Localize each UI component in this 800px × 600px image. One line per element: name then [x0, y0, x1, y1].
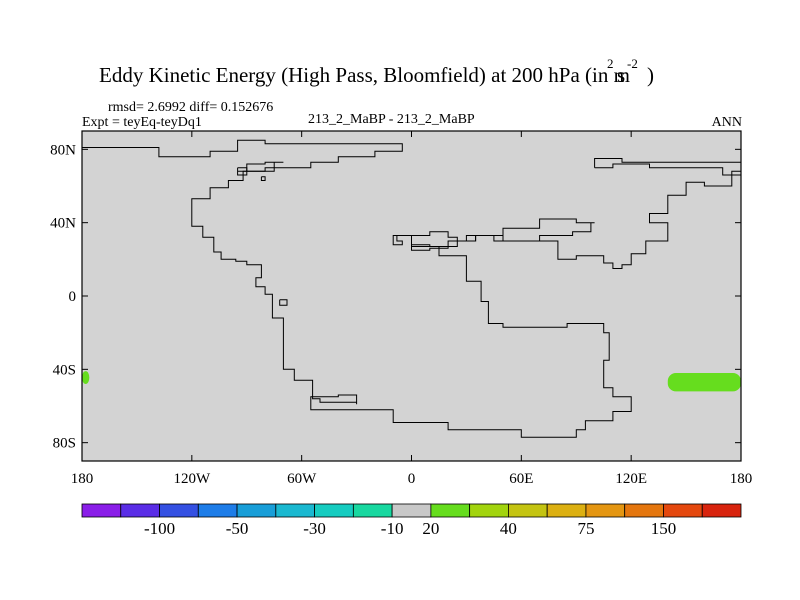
- season-text: ANN: [712, 115, 742, 130]
- x-tick-label: 120E: [615, 471, 647, 487]
- x-tick-label: 120W: [173, 471, 211, 487]
- case-text: 213_2_MaBP - 213_2_MaBP: [308, 112, 475, 127]
- x-axis: 180 120W 60W 0 60E 120E 180: [71, 131, 753, 487]
- chart-title-close-paren: ): [647, 63, 654, 87]
- coastline-arctic-island-a: [237, 167, 248, 176]
- colorbar: [81, 503, 742, 518]
- colorbar-label: 20: [422, 519, 439, 538]
- y-tick-label: 80S: [53, 436, 76, 452]
- map-background: [82, 131, 741, 461]
- coastline-small-island: [279, 299, 288, 306]
- colorbar-swatch: [314, 503, 354, 518]
- x-tick-label: 60E: [509, 471, 533, 487]
- colorbar-swatch: [701, 503, 742, 518]
- colorbar-swatch: [624, 503, 664, 518]
- anomaly-layer: [82, 371, 741, 392]
- colorbar-swatch: [546, 503, 587, 518]
- y-tick-label: 0: [69, 289, 77, 305]
- y-tick-label: 80N: [50, 142, 76, 158]
- colorbar-label: 150: [651, 519, 677, 538]
- colorbar-label: 75: [577, 519, 594, 538]
- coastline-layer: [82, 139, 741, 438]
- colorbar-swatch: [120, 503, 160, 518]
- colorbar-swatch: [197, 503, 238, 518]
- chart-title-superscript-2: 2: [607, 56, 614, 71]
- colorbar-swatch: [585, 503, 626, 518]
- x-tick-label: 0: [408, 471, 416, 487]
- colorbar-swatch: [391, 503, 432, 518]
- coastline-north-coast: [82, 139, 741, 438]
- anomaly-south-indian-pacific: [667, 373, 741, 392]
- x-tick-label: 60W: [287, 471, 317, 487]
- chart-title: Eddy Kinetic Energy (High Pass, Bloomfie…: [99, 63, 630, 87]
- chart-title-s: s: [617, 63, 625, 87]
- colorbar-swatch: [275, 503, 315, 518]
- colorbar-swatch: [430, 503, 471, 518]
- coastline-arctic-island-b: [260, 176, 266, 181]
- colorbar-swatch: [352, 503, 393, 518]
- anomaly-south-pacific-west-edge: [82, 371, 90, 384]
- colorbar-swatch: [663, 503, 703, 518]
- stats-text: rmsd= 2.6992 diff= 0.152676: [108, 100, 273, 115]
- chart-title-superscript-neg2: -2: [627, 56, 638, 71]
- coastline-inner-loop: [411, 218, 595, 251]
- colorbar-swatch: [159, 503, 199, 518]
- y-axis: 80N 40N 0 40S 80S: [50, 142, 741, 452]
- y-tick-label: 40N: [50, 216, 76, 232]
- coastline-asia-east: [594, 158, 741, 176]
- colorbar-label: -10: [381, 519, 404, 538]
- colorbar-swatch: [236, 503, 277, 518]
- colorbar-label: -30: [303, 519, 326, 538]
- colorbar-label: -100: [144, 519, 175, 538]
- colorbar-label: 40: [500, 519, 517, 538]
- colorbar-labels: -100 -50 -30 -10 20 40 75 150: [144, 519, 676, 538]
- colorbar-swatch: [81, 503, 122, 518]
- x-tick-label: 180: [730, 471, 753, 487]
- expt-text: Expt = teyEq-teyDq1: [82, 115, 202, 130]
- colorbar-label: -50: [226, 519, 249, 538]
- y-tick-label: 40S: [53, 362, 76, 378]
- colorbar-swatch: [469, 503, 509, 518]
- colorbar-swatch: [508, 503, 548, 518]
- x-tick-label: 180: [71, 471, 94, 487]
